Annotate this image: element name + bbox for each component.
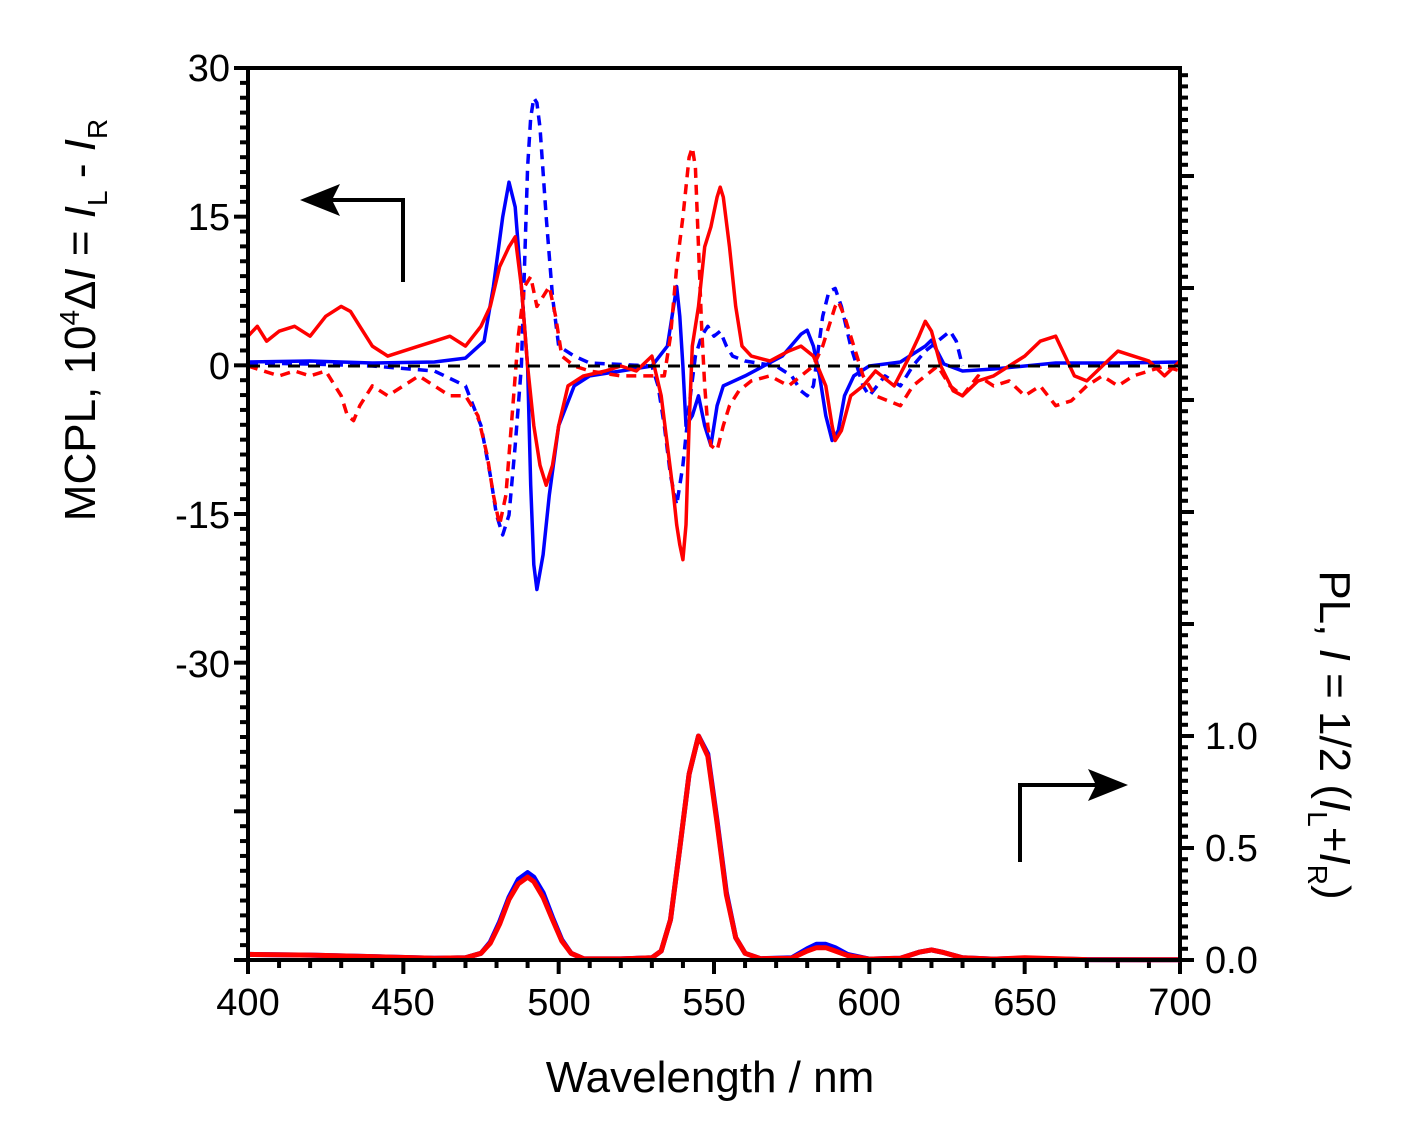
y-right-title-prefix: PL, bbox=[1310, 570, 1359, 648]
y-right-title-i: I bbox=[1310, 649, 1359, 661]
y-right-tick-label: 0.5 bbox=[1205, 828, 1258, 870]
series-line-4 bbox=[247, 733, 1181, 963]
x-tick-label: 450 bbox=[371, 982, 434, 1024]
y-right-title-il: I bbox=[1310, 799, 1359, 811]
y-left-title-exp: 4 bbox=[54, 310, 85, 326]
y-left-tick-label: 0 bbox=[209, 346, 230, 388]
y-left-title-eq: = bbox=[56, 218, 105, 268]
y-right-title-plus: + bbox=[1310, 827, 1359, 853]
y-right-title-l-sub: L bbox=[1302, 811, 1333, 827]
data-series bbox=[246, 96, 1182, 963]
y-right-title-end: ) bbox=[1310, 885, 1359, 900]
y-left-title-i: I bbox=[56, 268, 105, 280]
x-tick-label: 650 bbox=[993, 982, 1056, 1024]
svg-text:MCPL, 104ΔI = IL - IR: MCPL, 104ΔI = IL - IR bbox=[54, 119, 113, 521]
y-left-tick-label: 15 bbox=[188, 197, 230, 239]
series-line-0 bbox=[247, 180, 1181, 592]
y-left-title-prefix: MCPL, 10 bbox=[56, 326, 105, 522]
y-left-title-il: I bbox=[56, 206, 105, 218]
x-tick-label: 600 bbox=[837, 982, 900, 1024]
svg-text:PL, I = 1/2 (IL+IR): PL, I = 1/2 (IL+IR) bbox=[1302, 570, 1359, 899]
y-left-tick-label: -15 bbox=[175, 495, 230, 537]
series-line-1 bbox=[247, 96, 965, 537]
y-right-title-ir: I bbox=[1310, 853, 1359, 865]
x-tick-label: 550 bbox=[682, 982, 745, 1024]
y-left-title-delta: Δ bbox=[56, 281, 105, 310]
x-axis-title: Wavelength / nm bbox=[546, 1053, 875, 1102]
y-right-title-r-sub: R bbox=[1302, 865, 1333, 885]
series-line-3 bbox=[247, 145, 1181, 527]
plot-frame bbox=[246, 66, 1182, 962]
x-tick-label: 400 bbox=[216, 982, 279, 1024]
y-right-tick-label: 1.0 bbox=[1205, 716, 1258, 758]
y-left-axis-title: MCPL, 104ΔI = IL - IR bbox=[54, 119, 113, 521]
x-tick-label: 700 bbox=[1148, 982, 1211, 1024]
y-left-title-l-sub: L bbox=[82, 190, 113, 206]
x-tick-label: 500 bbox=[527, 982, 590, 1024]
right-axis-arrow-icon bbox=[1018, 769, 1128, 862]
y-left-title-r-sub: R bbox=[82, 119, 113, 139]
y-left-title-ir: I bbox=[56, 139, 105, 151]
left-axis-arrow-icon bbox=[300, 184, 405, 282]
series-line-2 bbox=[246, 185, 1182, 562]
y-left-tick-label: -30 bbox=[175, 644, 230, 686]
y-right-axis-title: PL, I = 1/2 (IL+IR) bbox=[1302, 570, 1359, 899]
y-right-title-mid: = 1/2 ( bbox=[1310, 661, 1359, 800]
y-left-tick-label: 30 bbox=[188, 48, 230, 90]
y-right-tick-label: 0.0 bbox=[1205, 940, 1258, 982]
y-left-title-minus: - bbox=[56, 151, 105, 190]
series-line-5 bbox=[247, 733, 1181, 963]
